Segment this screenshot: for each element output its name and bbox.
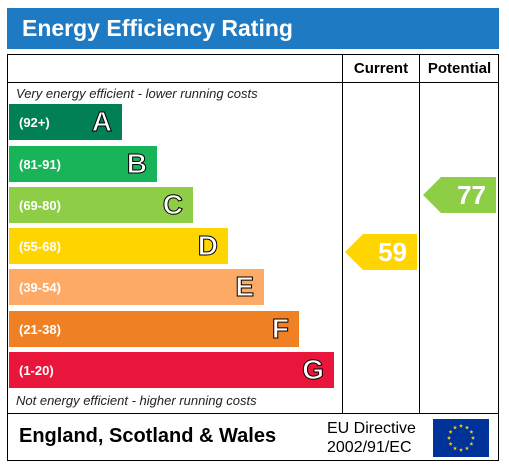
current-rating-arrow: 59: [345, 234, 417, 270]
star-icon: [469, 441, 474, 446]
band-letter: A: [91, 106, 112, 137]
rating-title: Energy Efficiency Rating: [7, 8, 499, 49]
star-icon: [448, 441, 453, 446]
star-icon: [448, 429, 453, 434]
rating-table: [7, 54, 499, 461]
directive-line-1: EU Directive: [327, 420, 416, 437]
band-letter: G: [302, 354, 325, 385]
star-icon: [452, 446, 458, 451]
band-letter: E: [235, 271, 255, 302]
band-range: (21-38): [19, 321, 61, 337]
potential-rating-arrow: 77: [423, 177, 496, 213]
footer-directive: EU Directive 2002/91/EC: [327, 419, 416, 457]
column-divider-potential: [419, 54, 420, 414]
star-icon: [458, 423, 464, 428]
star-icon: [446, 435, 452, 440]
band-letter: C: [162, 189, 183, 220]
band-b: (81-91) B: [9, 146, 157, 182]
band-range: (1-20): [19, 362, 54, 378]
band-range: (39-54): [19, 279, 61, 295]
footer-divider: [7, 413, 499, 414]
header-divider: [7, 82, 499, 83]
column-header-potential: Potential: [427, 60, 492, 77]
column-divider-current: [342, 54, 343, 414]
star-icon: [458, 447, 464, 452]
band-d: (55-68) D: [9, 228, 228, 264]
band-range: (81-91): [19, 156, 61, 172]
band-range: (55-68): [19, 238, 61, 254]
band-f: (21-38) F: [9, 311, 299, 347]
band-e: (39-54) E: [9, 269, 264, 305]
directive-line-2: 2002/91/EC: [327, 439, 412, 456]
footer-country: England, Scotland & Wales: [19, 425, 277, 447]
band-range: (92+): [19, 114, 50, 130]
star-icon: [464, 446, 470, 451]
star-icon: [452, 425, 458, 430]
column-header-current: Current: [353, 60, 409, 77]
star-icon: [464, 425, 470, 430]
band-letter: B: [126, 148, 147, 179]
band-letter: F: [271, 313, 289, 344]
star-icon: [470, 435, 476, 440]
band-letter: D: [197, 230, 218, 261]
caption-bottom: Not energy efficient - higher running co…: [16, 393, 257, 408]
eu-flag-icon: [433, 419, 489, 457]
band-a: (92+) A: [9, 104, 122, 140]
band-g: (1-20) G: [9, 352, 334, 388]
band-range: (69-80): [19, 197, 61, 213]
star-icon: [469, 429, 474, 434]
band-c: (69-80) C: [9, 187, 193, 223]
caption-top: Very energy efficient - lower running co…: [16, 86, 258, 101]
